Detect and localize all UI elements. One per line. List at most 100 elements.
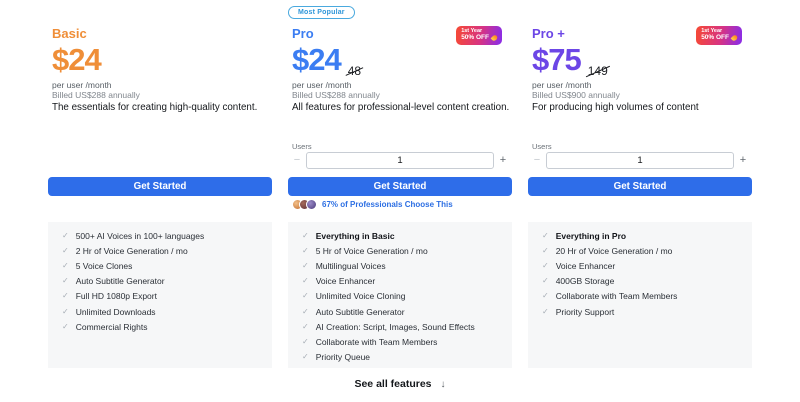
feature-item: ✓ AI Creation: Script, Images, Sound Effe… bbox=[302, 321, 502, 332]
feature-text: 2 Hr of Voice Generation / mo bbox=[75, 246, 188, 257]
feature-text: Auto Subtitle Generator bbox=[315, 306, 405, 317]
feature-item: ✓ Priority Queue bbox=[302, 351, 502, 362]
feature-item: ✓ Full HD 1080p Export bbox=[62, 292, 262, 301]
users-decrease-button[interactable]: − bbox=[288, 152, 306, 169]
feature-text: Everything in Pro bbox=[555, 231, 627, 241]
feature-text: 20 Hr of Voice Generation / mo bbox=[555, 246, 673, 257]
users-input[interactable] bbox=[306, 152, 494, 169]
check-icon: ✓ bbox=[302, 291, 309, 301]
feature-text: 5 Voice Clones bbox=[75, 261, 133, 272]
feature-item: ✓ Everything in Basic bbox=[302, 231, 502, 241]
users-stepper: − + bbox=[288, 152, 512, 169]
avatar-group bbox=[292, 199, 317, 210]
discount-year-text: 1st Year bbox=[701, 28, 723, 34]
users-stepper: − + bbox=[528, 152, 752, 169]
feature-text: Auto Subtitle Generator bbox=[75, 276, 165, 287]
most-popular-badge: Most Popular bbox=[288, 6, 355, 19]
discount-off-label: 50% OFF bbox=[461, 34, 489, 42]
discount-off-text: 50% OFF bbox=[701, 34, 739, 42]
pricing-card-proplus: Pro + 1st Year 50% OFF $75 149 per user /… bbox=[528, 0, 752, 368]
feature-item: ✓ Multilingual Voices bbox=[302, 261, 502, 272]
feature-item: ✓ Voice Enhancer bbox=[302, 277, 502, 286]
price: $24 bbox=[292, 42, 342, 77]
tier-name: Basic bbox=[52, 26, 87, 41]
feature-list: ✓ 500+ AI Voices in 100+ languages ✓ 2 Hr o… bbox=[48, 222, 272, 368]
social-proof: 67% of Professionals Choose This bbox=[292, 199, 453, 210]
users-increase-button[interactable]: + bbox=[494, 152, 512, 169]
get-started-button[interactable]: Get Started bbox=[528, 177, 752, 196]
feature-text: Everything in Basic bbox=[315, 231, 395, 241]
see-all-features-link[interactable]: See all features ↓ bbox=[0, 378, 800, 390]
see-all-features-label: See all features bbox=[354, 378, 432, 390]
price-row: $75 149 bbox=[532, 42, 608, 79]
check-icon: ✓ bbox=[542, 291, 549, 301]
feature-item: ✓ Auto Subtitle Generator bbox=[62, 277, 262, 286]
feature-item: ✓ 2 Hr of Voice Generation / mo bbox=[62, 246, 262, 257]
feature-item: ✓ 20 Hr of Voice Generation / mo bbox=[542, 246, 742, 257]
feature-item: ✓ Auto Subtitle Generator bbox=[302, 306, 502, 317]
discount-badge: 1st Year 50% OFF bbox=[696, 26, 742, 45]
feature-item: ✓ 500+ AI Voices in 100+ languages bbox=[62, 231, 262, 241]
per-user-text: per user /month bbox=[52, 80, 112, 90]
feature-list: ✓ Everything in Pro ✓ 20 Hr of Voice Genera… bbox=[528, 222, 752, 368]
get-started-button[interactable]: Get Started bbox=[288, 177, 512, 196]
check-icon: ✓ bbox=[302, 336, 309, 346]
feature-item: ✓ 5 Voice Clones bbox=[62, 261, 262, 272]
check-icon: ✓ bbox=[302, 306, 309, 316]
check-icon: ✓ bbox=[62, 291, 69, 301]
billed-text: Billed US$288 annually bbox=[52, 90, 140, 100]
down-arrow-icon: ↓ bbox=[440, 379, 446, 390]
feature-text: 500+ AI Voices in 100+ languages bbox=[75, 231, 205, 241]
tier-name: Pro bbox=[292, 26, 314, 41]
per-user-text: per user /month bbox=[292, 80, 352, 90]
price: $24 bbox=[52, 42, 102, 77]
check-icon: ✓ bbox=[302, 276, 309, 286]
feature-item: ✓ Everything in Pro bbox=[542, 231, 742, 241]
check-icon: ✓ bbox=[542, 261, 549, 271]
feature-text: AI Creation: Script, Images, Sound Effec… bbox=[315, 321, 475, 332]
feature-item: ✓ 5 Hr of Voice Generation / mo bbox=[302, 246, 502, 256]
check-icon: ✓ bbox=[302, 321, 309, 331]
feature-item: ✓ Priority Support bbox=[542, 306, 742, 317]
billed-text: Billed US$288 annually bbox=[292, 90, 380, 100]
feature-item: ✓ Unlimited Voice Cloning bbox=[302, 292, 502, 301]
pricing-columns: Basic $24 per user /month Billed US$288 … bbox=[48, 0, 752, 368]
per-user-text: per user /month bbox=[532, 80, 592, 90]
users-decrease-button[interactable]: − bbox=[528, 152, 546, 169]
pricing-card-basic: Basic $24 per user /month Billed US$288 … bbox=[48, 0, 272, 368]
old-price: 48 bbox=[347, 64, 362, 79]
price: $75 bbox=[532, 42, 582, 77]
price-row: $24 bbox=[52, 42, 102, 77]
get-started-button[interactable]: Get Started bbox=[48, 177, 272, 196]
tier-description: All features for professional-level cont… bbox=[292, 102, 510, 113]
feature-text: Collaborate with Team Members bbox=[315, 336, 438, 347]
flame-icon bbox=[730, 34, 739, 42]
tier-header: Pro + 1st Year 50% OFF bbox=[532, 26, 742, 45]
feature-text: Full HD 1080p Export bbox=[75, 291, 157, 302]
check-icon: ✓ bbox=[542, 231, 549, 240]
check-icon: ✓ bbox=[62, 246, 69, 256]
feature-item: ✓ Voice Enhancer bbox=[542, 261, 742, 271]
feature-text: Unlimited Downloads bbox=[75, 306, 156, 317]
feature-item: ✓ 400GB Storage bbox=[542, 277, 742, 286]
users-input[interactable] bbox=[546, 152, 734, 169]
check-icon: ✓ bbox=[62, 261, 69, 271]
feature-item: ✓ Collaborate with Team Members bbox=[542, 292, 742, 301]
discount-year-text: 1st Year bbox=[461, 28, 483, 34]
check-icon: ✓ bbox=[62, 306, 69, 316]
feature-text: Multilingual Voices bbox=[315, 261, 386, 272]
feature-text: Priority Support bbox=[555, 306, 615, 317]
feature-item: ✓ Commercial Rights bbox=[62, 321, 262, 332]
check-icon: ✓ bbox=[62, 321, 69, 331]
feature-text: Priority Queue bbox=[315, 351, 371, 362]
tier-header: Pro 1st Year 50% OFF bbox=[292, 26, 502, 45]
pricing-card-pro: Most Popular Pro 1st Year 50% OFF $24 48 … bbox=[288, 0, 512, 368]
users-label: Users bbox=[292, 142, 312, 151]
discount-off-text: 50% OFF bbox=[461, 34, 499, 42]
feature-text: Commercial Rights bbox=[75, 321, 148, 332]
check-icon: ✓ bbox=[62, 231, 69, 240]
check-icon: ✓ bbox=[542, 246, 549, 256]
users-increase-button[interactable]: + bbox=[734, 152, 752, 169]
check-icon: ✓ bbox=[542, 276, 549, 286]
